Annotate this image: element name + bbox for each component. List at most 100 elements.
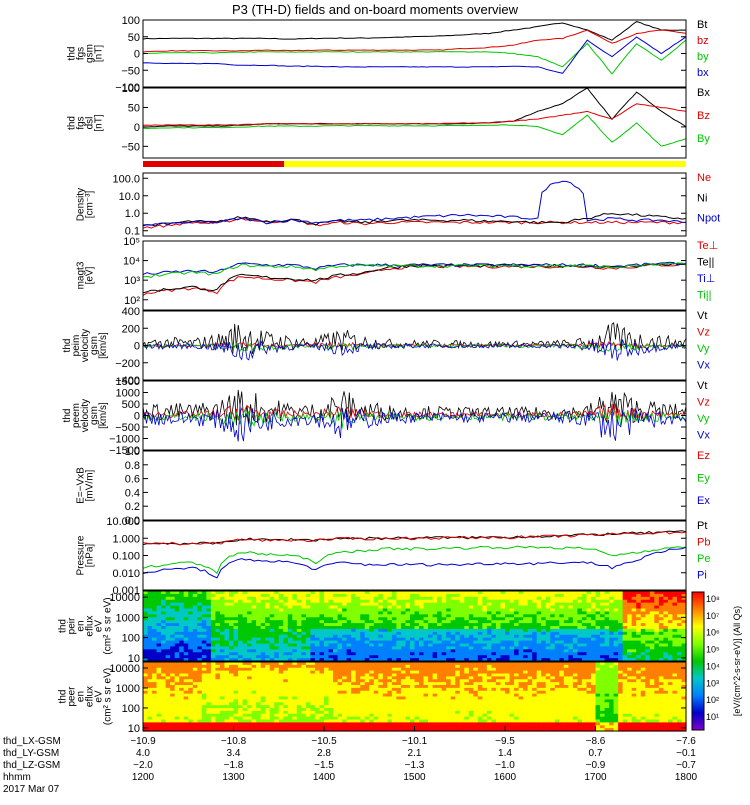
series-line-pressure-3 <box>143 547 686 578</box>
chart-title: P3 (TH-D) fields and on-board moments ov… <box>232 2 519 17</box>
legend-entry: Pb <box>697 537 710 549</box>
series-line-fgs-gsm-3 <box>143 37 686 74</box>
legend-entry: Vz <box>697 397 710 409</box>
panel-frame <box>143 241 686 310</box>
y-tick-label: 0.2 <box>125 501 140 513</box>
panels-layer: Btbzbybx100500−50−100thdfgsgsm[nT]BxBzBy… <box>58 15 721 735</box>
panel-peim-velocity: VtVzVyVx4002000−200−400thdpeimvelocitygs… <box>62 306 710 387</box>
panel-frame <box>143 451 686 520</box>
series-line-pressure-2 <box>143 546 686 573</box>
y-tick-label: 0.8 <box>125 460 140 472</box>
series-line-fgs-dsl-2 <box>143 115 686 146</box>
y-tick-label: 0.100 <box>112 551 140 563</box>
legend-entry: Vy <box>697 413 710 425</box>
series-line-density-2 <box>143 181 686 225</box>
y-tick-label: 50 <box>128 102 140 114</box>
y-axis-label: (cm² s sr eV) <box>103 597 114 654</box>
series-line-fgs-gsm-0 <box>143 22 686 41</box>
legend-entry: bx <box>697 67 709 79</box>
legend-entry: Ti|| <box>697 290 711 302</box>
legend-entry: Ex <box>697 495 710 507</box>
legend-entry: Vt <box>697 310 707 322</box>
y-tick-label: 1000 <box>116 388 140 400</box>
y-tick-label: 1.000 <box>112 533 140 545</box>
legend-entry: Pe <box>697 553 710 565</box>
y-tick-label: 0.010 <box>112 568 140 580</box>
y-tick-label: 1.0 <box>125 446 140 458</box>
y-tick-label: 10² <box>124 295 140 307</box>
legend-entry: Te|| <box>697 257 714 269</box>
series-line-peem-velocity-0 <box>143 390 686 425</box>
legend-entry: Bz <box>697 110 710 122</box>
legend-entry: by <box>697 51 709 63</box>
panel-peem-velocity: VtVzVyVx150010005000−500−1000−1500thdpee… <box>62 376 710 457</box>
legend-entry: Vy <box>697 343 710 355</box>
series-line-pressure-0 <box>143 531 686 545</box>
legend-entry: Pi <box>697 570 707 582</box>
y-tick-label: 0 <box>134 341 140 353</box>
y-tick-label: −50 <box>121 141 140 153</box>
series-line-temperature-1 <box>143 263 686 293</box>
series-line-temperature-3 <box>143 263 686 278</box>
y-axis-label: [km/s] <box>98 332 109 359</box>
y-axis-label: [eV] <box>85 266 96 284</box>
y-tick-label: 100 <box>122 15 140 27</box>
panel-pressure: PtPbPePi10.0001.0000.1000.0100.001Pressu… <box>76 516 711 597</box>
panel-frame <box>143 173 686 236</box>
y-tick-label: 10³ <box>124 275 140 287</box>
series-line-fgs-dsl-0 <box>143 88 686 127</box>
legend-entry: Ti⊥ <box>697 273 715 285</box>
y-tick-label: 100.0 <box>112 173 140 185</box>
legend-entry: Npot <box>697 213 720 225</box>
y-axis-label: [cm⁻³] <box>85 191 96 219</box>
panel-frame <box>143 521 686 590</box>
y-tick-label: 10000 <box>109 592 140 604</box>
y-tick-label: 0 <box>134 411 140 423</box>
y-tick-label: 10⁴ <box>123 256 140 268</box>
legend-entry: Bt <box>697 19 707 31</box>
y-axis-label: [nPa] <box>85 544 96 568</box>
legend-entry: Bx <box>697 87 710 99</box>
y-axis-label: [km/s] <box>98 402 109 429</box>
y-tick-label: 1000 <box>116 612 140 624</box>
y-axis-label: [mV/m] <box>85 469 96 501</box>
series-line-fgs-gsm-1 <box>143 30 686 52</box>
legend-entry: Te⊥ <box>697 240 718 252</box>
legend-entry: Vt <box>697 380 707 392</box>
y-tick-label: 10.000 <box>106 516 140 528</box>
legend-entry: By <box>697 133 710 145</box>
y-tick-label: 1.0 <box>125 208 140 220</box>
series-line-fgs-dsl-1 <box>143 104 686 126</box>
series-line-fgs-gsm-2 <box>143 40 686 74</box>
series-line-temperature-0 <box>143 264 686 295</box>
legend-entry: Vx <box>697 360 710 372</box>
y-tick-label: 1500 <box>116 376 140 388</box>
y-tick-label: 0.6 <box>125 474 140 486</box>
y-tick-label: 0.4 <box>125 487 140 499</box>
legend-entry: Ni <box>697 192 707 204</box>
legend-entry: Ez <box>697 450 710 462</box>
y-tick-label: 100 <box>122 83 140 95</box>
legend-entry: Vx <box>697 430 710 442</box>
y-tick-label: 10⁵ <box>123 236 140 248</box>
panel-frame <box>143 20 686 87</box>
y-tick-label: 400 <box>122 306 140 318</box>
y-tick-label: 0 <box>134 122 140 134</box>
y-tick-label: 50 <box>128 32 140 44</box>
y-tick-label: −1000 <box>109 434 140 446</box>
y-tick-label: 100 <box>122 633 140 645</box>
y-tick-label: 0 <box>134 49 140 61</box>
y-tick-label: 10.0 <box>119 191 140 203</box>
legend-entry: Vz <box>697 327 710 339</box>
legend-entry: Pt <box>697 520 707 532</box>
y-tick-label: −50 <box>121 65 140 77</box>
legend-entry: Ey <box>697 473 710 485</box>
